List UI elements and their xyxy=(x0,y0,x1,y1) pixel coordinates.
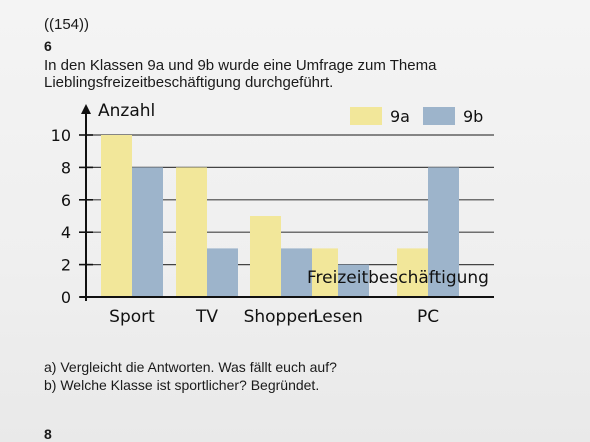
legend-swatch-9b xyxy=(423,107,455,125)
category-label-pc: PC xyxy=(417,307,439,327)
question-a: a) Vergleicht die Antworten. Was fällt e… xyxy=(44,359,337,375)
bar-9b-pc xyxy=(428,167,459,297)
task-intro-line-1: In den Klassen 9a und 9b wurde eine Umfr… xyxy=(44,57,437,74)
y-tick-label: 4 xyxy=(61,223,71,242)
task-number: 6 xyxy=(44,38,52,54)
page-number: 8 xyxy=(44,426,52,442)
y-tick-label: 8 xyxy=(61,158,71,177)
legend-label-9b: 9b xyxy=(463,107,483,126)
x-axis-label: Freizeitbeschäftigung xyxy=(307,268,489,288)
bar-9b-shoppen xyxy=(281,248,312,297)
y-tick-label: 0 xyxy=(61,288,71,307)
category-label-tv: TV xyxy=(195,307,218,327)
bar-9a-pc xyxy=(397,248,428,297)
bar-9b-tv xyxy=(207,248,238,297)
y-tick-label: 6 xyxy=(61,191,71,210)
exercise-code: ((154)) xyxy=(44,16,90,33)
question-b: b) Welche Klasse ist sportlicher? Begrün… xyxy=(44,377,320,393)
bar-9a-sport xyxy=(101,135,132,297)
labels: 0 2 4 6 8 10 Anzahl Freizeitbeschäftigung Sport T… xyxy=(51,101,489,327)
y-tick-label: 10 xyxy=(51,126,71,145)
category-label-shoppen: Shoppen xyxy=(244,307,319,327)
category-label-sport: Sport xyxy=(109,307,155,327)
axes xyxy=(79,104,494,301)
legend-swatch-9a xyxy=(350,107,382,125)
category-label-lesen: Lesen xyxy=(313,307,363,327)
task-intro-line-2: Lieblingsfreizeitbeschäftigung durchgefü… xyxy=(44,74,334,91)
legend-label-9a: 9a xyxy=(390,107,410,126)
bar-9b-lesen xyxy=(338,264,369,297)
bar-9a-tv xyxy=(176,167,207,297)
bars xyxy=(101,135,459,297)
y-tick-label: 2 xyxy=(61,256,71,275)
y-axis-arrow xyxy=(81,104,91,114)
bar-9a-shoppen xyxy=(250,216,281,297)
bar-9a-lesen xyxy=(307,248,338,297)
bar-9b-sport xyxy=(132,167,163,297)
legend: 9a 9b xyxy=(350,107,483,126)
y-axis-label: Anzahl xyxy=(98,101,155,121)
